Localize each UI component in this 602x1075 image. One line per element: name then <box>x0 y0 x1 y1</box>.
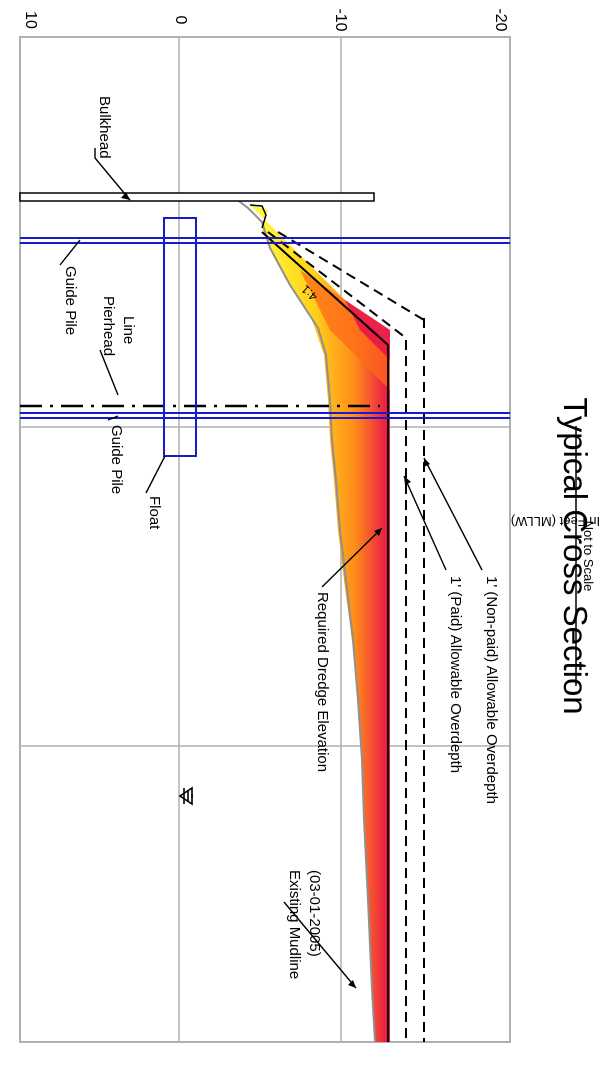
sediment-fill <box>250 205 390 1042</box>
float-leader <box>145 455 166 494</box>
label-pierhead-2: Line <box>120 316 137 344</box>
label-bulkhead: Bulkhead <box>96 96 113 159</box>
figure-subtitle: Not to Scale <box>581 521 596 592</box>
label-existing-mudline-2: (03-01-2005) <box>306 870 323 957</box>
guide-pile-1 <box>20 237 510 244</box>
label-float: Float <box>146 496 163 530</box>
water-level-icon <box>178 786 193 806</box>
label-guide-pile-1: Guide Pile <box>62 266 79 335</box>
axis-title: Elevation In Feet (MLLW) <box>511 514 602 529</box>
bulkhead <box>19 192 375 202</box>
required-dredge-line <box>261 231 389 1042</box>
guide-pile-2 <box>20 412 510 419</box>
bulkhead-leader <box>94 148 131 201</box>
plot-frame <box>19 36 511 1043</box>
tick-label-minus10: -10 <box>332 8 349 31</box>
required-dredge-leader <box>321 527 383 588</box>
pierhead-line-leader <box>99 349 119 396</box>
label-existing-mudline-1: Existing Mudline <box>286 870 303 979</box>
label-pierhead-1: Pierhead <box>100 296 117 356</box>
paid-overdepth-line <box>267 231 407 1042</box>
tick-label-minus20: -20 <box>492 8 509 31</box>
leader-arrowheads <box>121 192 430 988</box>
leader-lines <box>59 148 483 989</box>
label-nonpaid-overdepth: 1' (Non-paid) Allowable Overdepth <box>483 576 500 804</box>
guide-pile-2-leader <box>107 415 119 421</box>
bulkhead-toe <box>249 204 267 229</box>
tick-label-10: 10 <box>22 11 39 29</box>
label-guide-pile-2: Guide Pile <box>108 425 125 494</box>
label-required-dredge: Required Dredge Elevation <box>314 592 331 772</box>
tick-label-0: 0 <box>172 16 189 25</box>
existing-mudline-leader <box>283 901 357 989</box>
slope-wedge-deep <box>345 300 390 360</box>
slope-wedge <box>300 270 390 390</box>
nonpaid-overdepth-leader <box>423 457 483 571</box>
nonpaid-overdepth-slope <box>277 231 425 321</box>
paid-overdepth-leader <box>403 475 447 571</box>
float <box>163 217 197 457</box>
guide-pile-1-leader <box>59 239 81 266</box>
existing-mudline <box>231 195 376 1043</box>
label-paid-overdepth: 1' (Paid) Allowable Overdepth <box>447 576 464 773</box>
